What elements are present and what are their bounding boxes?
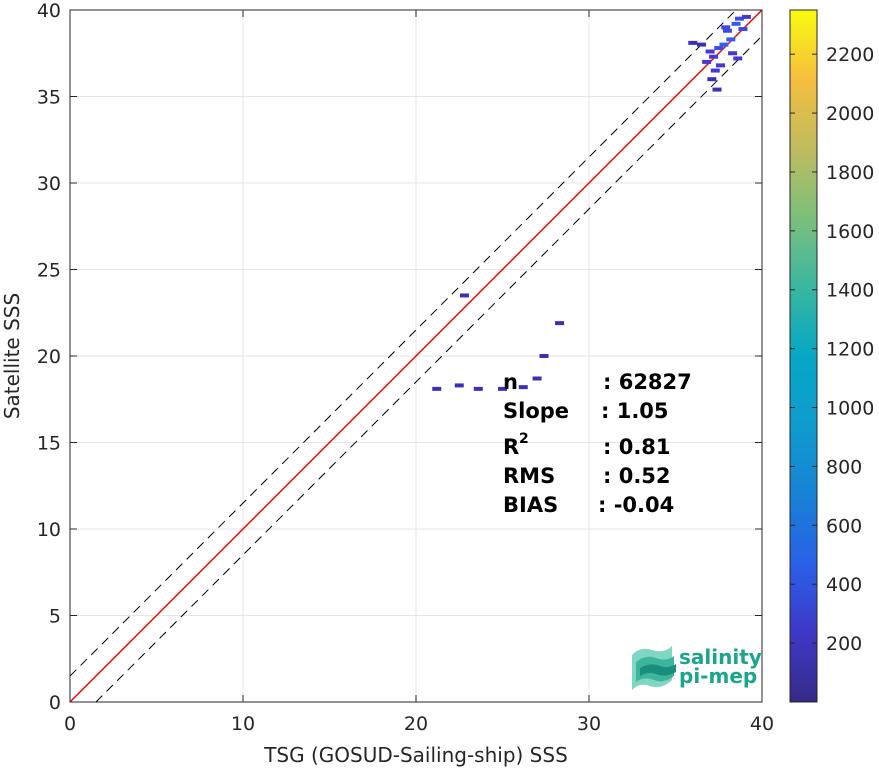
colorbar-tick-label: 1000	[826, 398, 874, 420]
density-cell	[707, 77, 717, 82]
stats-box: n : 62827 Slope : 1.05 R 2 : 0.81 RMS : …	[503, 370, 692, 517]
y-tick-label: 35	[37, 87, 61, 109]
density-cell	[714, 46, 724, 51]
colorbar-tick-label: 2000	[826, 103, 874, 125]
stat-r2-label: R	[503, 435, 519, 459]
x-axis-ticks: 0 10 20 30 40	[64, 10, 774, 735]
stat-r2-superscript: 2	[519, 431, 529, 447]
y-tick-label: 30	[37, 173, 61, 195]
y-tick-label: 0	[49, 692, 61, 714]
stat-n-value: : 62827	[603, 370, 692, 394]
density-cell	[719, 42, 729, 47]
lower-dashed-line	[95, 35, 763, 703]
logo-text-line2: pi-mep	[679, 664, 757, 688]
colorbar-tick-label: 800	[826, 456, 862, 478]
stat-n-label: n	[503, 370, 518, 394]
stat-slope-label: Slope	[503, 399, 569, 423]
x-tick-label: 30	[577, 713, 601, 735]
density-cell	[702, 59, 712, 64]
density-cell	[688, 40, 698, 45]
y-tick-label: 40	[37, 0, 61, 22]
density-cell	[715, 63, 725, 68]
density-cell	[728, 51, 738, 56]
regression-line	[69, 9, 763, 703]
stat-bias-label: BIAS	[503, 493, 558, 517]
salinity-pimep-logo: salinity pi-mep	[632, 645, 762, 690]
y-tick-label: 10	[37, 519, 61, 541]
x-axis-label: TSG (GOSUD-Sailing-ship) SSS	[263, 743, 568, 767]
density-cell	[696, 42, 706, 47]
density-cell	[735, 16, 745, 21]
density-cell	[738, 27, 748, 32]
colorbar-tick-label: 1800	[826, 162, 874, 184]
x-tick-label: 0	[64, 713, 76, 735]
reference-lines	[69, 9, 763, 703]
density-cell	[454, 383, 464, 388]
density-cell	[532, 376, 542, 381]
y-axis-label: Satellite SSS	[0, 293, 24, 419]
colorbar-tick-label: 1600	[826, 221, 874, 243]
upper-dashed-line	[69, 9, 737, 677]
stat-slope-value: : 1.05	[601, 399, 669, 423]
density-cell	[710, 68, 720, 73]
colorbar	[789, 9, 818, 703]
density-cells	[432, 14, 751, 391]
x-tick-label: 20	[404, 713, 428, 735]
logo-text-line1: salinity	[679, 645, 762, 669]
density-cell	[432, 386, 442, 391]
density-cell	[473, 386, 483, 391]
density-cell	[518, 385, 528, 390]
colorbar-tick-label: 2200	[826, 44, 874, 66]
density-cell	[459, 293, 469, 298]
stat-rms-value: : 0.52	[603, 464, 671, 488]
density-cell	[733, 56, 743, 61]
x-tick-label: 40	[750, 713, 774, 735]
y-tick-label: 25	[37, 260, 61, 282]
density-cell	[712, 87, 722, 92]
colorbar-tick-label: 400	[826, 574, 862, 596]
colorbar-tick-label: 1400	[826, 280, 874, 302]
logo-waves-icon	[632, 646, 676, 690]
density-cell	[555, 321, 565, 326]
stat-bias-value: : -0.04	[598, 493, 674, 517]
stat-r2-value: : 0.81	[603, 435, 671, 459]
y-axis-ticks: 0 5 10 15 20 25 30 35 40	[37, 0, 762, 714]
density-cell	[709, 54, 719, 59]
y-tick-label: 5	[49, 606, 61, 628]
density-cell	[721, 25, 731, 30]
density-cell	[731, 21, 741, 26]
density-cell	[498, 386, 507, 391]
density-cell	[722, 28, 732, 33]
density-cell	[726, 37, 736, 42]
density-cell	[741, 14, 751, 19]
colorbar-ticks: 200 400 600 800 1000 1200 1400 1600 1800 2000 2200	[790, 44, 874, 655]
stat-rms-label: RMS	[503, 464, 555, 488]
y-tick-label: 20	[37, 346, 61, 368]
colorbar-tick-label: 200	[826, 633, 862, 655]
density-cell	[539, 354, 549, 358]
x-tick-label: 10	[231, 713, 255, 735]
colorbar-tick-label: 1200	[826, 339, 874, 361]
y-tick-label: 15	[37, 433, 61, 455]
colorbar-tick-label: 600	[826, 515, 862, 537]
density-cell	[705, 49, 715, 54]
